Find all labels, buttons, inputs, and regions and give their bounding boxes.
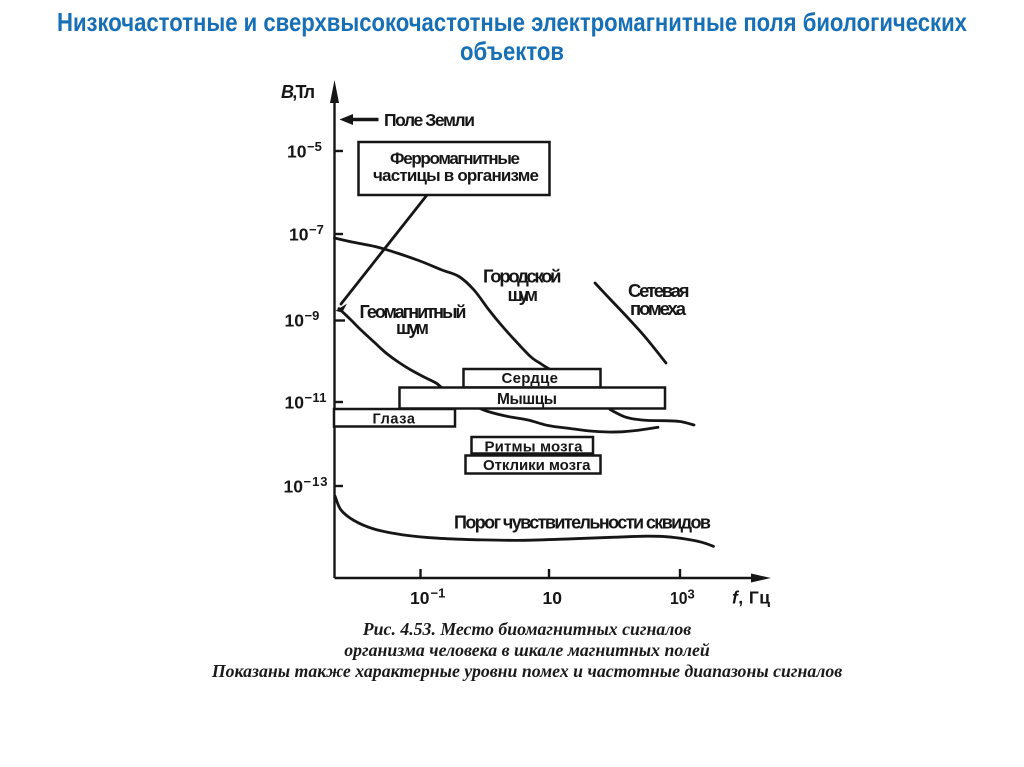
svg-text:10: 10 [410,588,430,608]
svg-text:Порог чувствительности сквидов: Порог чувствительности сквидов [454,513,711,533]
svg-text:шум: шум [396,318,429,338]
svg-text:Поле Земли: Поле Земли [384,110,475,130]
svg-text:−13: −13 [304,474,328,489]
svg-text:−7: −7 [309,222,324,237]
svg-text:частицы в организме: частицы в организме [373,166,539,185]
svg-text:Ритмы мозга: Ритмы мозга [485,439,584,456]
svg-text:10: 10 [670,588,688,608]
svg-text:10: 10 [543,588,563,608]
svg-text:Геомагнитный: Геомагнитный [360,302,467,322]
svg-text:Городской: Городской [483,266,562,287]
svg-text:помеха: помеха [630,298,687,319]
svg-text:10: 10 [285,311,305,331]
svg-text:Ферромагнитные: Ферромагнитные [390,149,520,168]
svg-text:10: 10 [287,142,307,162]
svg-text:Глаза: Глаза [373,412,416,428]
svg-text:Отклики мозга: Отклики мозга [483,457,591,474]
svg-text:10: 10 [289,225,309,245]
svg-text:f, Гц: f, Гц [732,588,770,608]
svg-text:−1: −1 [431,586,446,601]
svg-text:Сетевая: Сетевая [628,280,690,301]
svg-text:3: 3 [688,587,695,602]
svg-text:−9: −9 [305,308,320,323]
svg-text:10: 10 [284,477,304,497]
svg-text:шум: шум [508,284,539,305]
svg-text:10: 10 [285,393,305,413]
svg-text:B,Тл: B,Тл [281,82,315,102]
svg-text:−11: −11 [305,390,327,405]
svg-text:−5: −5 [307,139,322,154]
svg-text:Мышцы: Мышцы [497,391,557,408]
svg-text:Сердце: Сердце [502,370,559,387]
